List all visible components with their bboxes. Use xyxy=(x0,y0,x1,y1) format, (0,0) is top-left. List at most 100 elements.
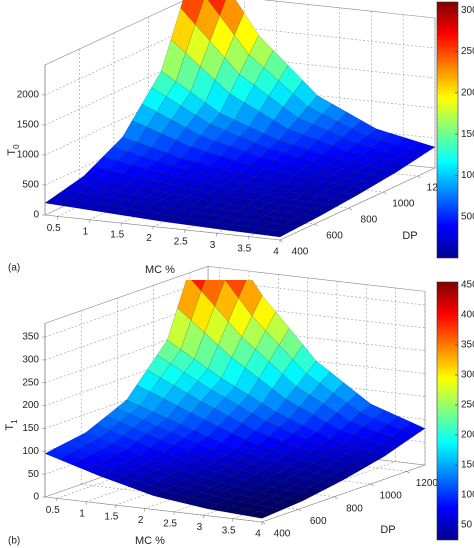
grid-line xyxy=(44,82,201,156)
z-tick-label: 500 xyxy=(22,180,39,191)
grid-line xyxy=(199,22,436,49)
grid-line xyxy=(44,22,201,96)
z-tick-label: 1500 xyxy=(17,120,40,131)
colorbar-tick-label: 2500 xyxy=(461,46,474,57)
x-tick-label: 3.5 xyxy=(237,243,251,254)
surface-patch xyxy=(351,180,378,190)
x-tick-label: 2.5 xyxy=(174,237,188,248)
surface-patch xyxy=(332,192,359,201)
x-tick-label: 2 xyxy=(146,233,152,244)
grid-line xyxy=(44,371,209,429)
x-tick-label: 0.5 xyxy=(46,505,60,516)
x-tick-label: 1 xyxy=(79,508,85,519)
colorbar-tick-label: 2000 xyxy=(461,87,474,98)
z-tick-label: 50 xyxy=(28,469,40,480)
z-tick-label: 300 xyxy=(22,355,39,366)
tick-mark xyxy=(334,496,338,499)
grid-line xyxy=(199,52,436,79)
grid-line xyxy=(199,112,436,139)
z-axis-label: T1 xyxy=(4,419,19,431)
y-tick-label: 1200 xyxy=(416,478,439,489)
colorbar-tick-label: 400 xyxy=(461,310,474,321)
z-tick-label: 2000 xyxy=(17,90,40,101)
grid-line xyxy=(56,441,220,499)
x-tick-label: 2 xyxy=(138,515,144,526)
tick-mark xyxy=(406,471,411,474)
x-tick-label: 2.5 xyxy=(163,519,177,530)
colorbar xyxy=(436,281,459,541)
colorbar-tick-label: 500 xyxy=(461,211,474,222)
tick-mark xyxy=(370,483,374,487)
grid-line xyxy=(44,439,209,498)
colorbar-tick-label: 1000 xyxy=(461,170,474,181)
z-axis-label-subscript: 1 xyxy=(10,419,19,424)
colorbar-tick-label: 1500 xyxy=(461,129,474,140)
x-tick-label: 4 xyxy=(255,529,261,540)
surface-patch xyxy=(308,481,334,491)
surface-patch xyxy=(180,0,204,25)
tick-mark xyxy=(348,207,353,211)
y-axis-label: DP xyxy=(380,524,395,536)
y-tick-label: 800 xyxy=(346,503,363,514)
tick-mark xyxy=(279,239,284,243)
surface-patch xyxy=(247,511,273,519)
colorbar xyxy=(436,1,459,259)
z-axis-label: T0 xyxy=(6,144,21,156)
colorbar-tick-label: 3000 xyxy=(461,5,474,16)
colorbar-tick-label: 150 xyxy=(461,460,474,471)
x-tick-label: 3.5 xyxy=(222,525,236,536)
surface-patch xyxy=(288,492,314,502)
tick-mark xyxy=(298,509,302,512)
z-tick-label: 250 xyxy=(22,377,39,388)
tick-mark xyxy=(417,175,421,179)
y-tick-label: 600 xyxy=(326,231,343,242)
surface xyxy=(44,0,436,238)
x-axis-label: MC % xyxy=(135,535,165,547)
grid-line xyxy=(85,444,250,503)
z-tick-label: 0 xyxy=(33,210,39,221)
z-tick-label: 350 xyxy=(22,332,39,343)
surface-patch xyxy=(410,142,436,154)
surface-patch xyxy=(207,0,226,17)
y-tick-label: 800 xyxy=(361,215,378,226)
x-tick-label: 3 xyxy=(197,522,203,533)
x-axis-label: MC % xyxy=(145,264,175,276)
surface-patch xyxy=(360,451,385,463)
tick-mark xyxy=(261,521,266,525)
surface-patch xyxy=(200,280,226,307)
grid-line xyxy=(199,82,436,109)
grid-line xyxy=(44,302,209,361)
axis-line xyxy=(44,214,281,241)
panel-label: (b) xyxy=(8,536,20,547)
x-tick-label: 1.5 xyxy=(110,230,124,241)
x-tick-label: 1 xyxy=(83,226,89,237)
y-tick-label: 1000 xyxy=(380,491,403,502)
z-tick-label: 100 xyxy=(22,446,39,457)
y-tick-label: 400 xyxy=(292,247,309,258)
x-tick-label: 0.5 xyxy=(47,223,61,234)
y-tick-label: 1000 xyxy=(392,199,415,210)
y-axis-label: DP xyxy=(402,230,417,242)
grid-line xyxy=(115,447,279,506)
grid-line xyxy=(44,325,209,384)
z-axis-label-main: T xyxy=(6,149,18,156)
surface-patch xyxy=(319,476,345,486)
z-tick-label: 150 xyxy=(22,423,39,434)
z-tick-label: 1000 xyxy=(17,150,40,161)
axis-line xyxy=(261,464,426,523)
x-tick-label: 1.5 xyxy=(104,512,118,523)
panel: 0.5 1 1.5 2 2.5 3 3.5 4 400 600 800 1000 1200 0 50 100 1… xyxy=(4,265,474,547)
x-tick-label: 4 xyxy=(273,247,279,258)
colorbar-tick-label: 300 xyxy=(461,370,474,381)
grid-line xyxy=(44,348,209,406)
z-tick-label: 0 xyxy=(33,492,39,503)
grid-line xyxy=(44,52,201,126)
y-tick-label: 600 xyxy=(310,516,327,527)
colorbar-tick-label: 50 xyxy=(461,520,473,531)
colorbar-tick-label: 450 xyxy=(461,280,474,291)
surface-patch xyxy=(298,487,324,496)
panel-label: (a) xyxy=(8,263,20,274)
axis-line xyxy=(44,496,263,523)
z-axis-label-main: T xyxy=(4,424,16,431)
